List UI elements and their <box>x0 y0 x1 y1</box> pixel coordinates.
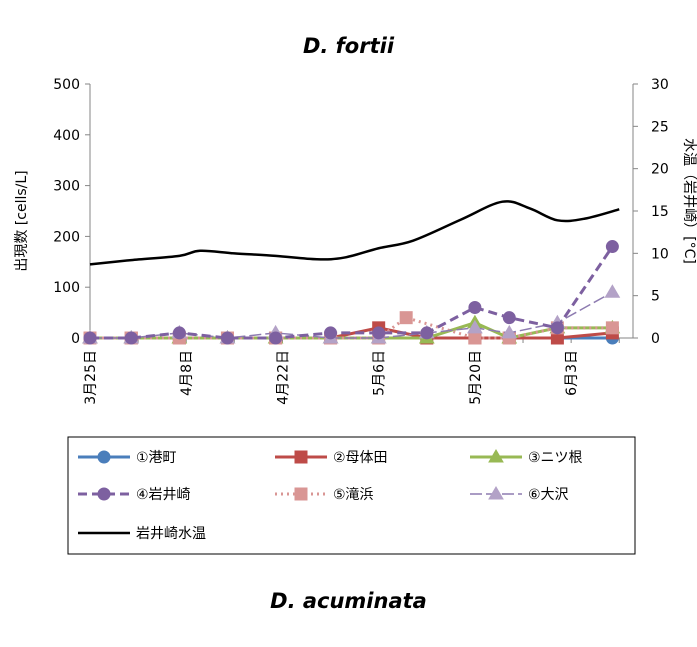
data-point <box>467 319 483 334</box>
legend-item: ⑥大沢 <box>470 486 569 503</box>
legend-label: ②母体田 <box>333 450 388 466</box>
x-tick-label: 5月6日 <box>372 350 388 396</box>
legend-label: ⑤滝浜 <box>333 487 374 503</box>
y-right-tick-label: 30 <box>651 77 669 93</box>
legend-box <box>67 436 636 555</box>
data-point <box>324 326 338 340</box>
y-right-tick-label: 0 <box>651 331 660 347</box>
y-right-tick-label: 15 <box>651 204 669 220</box>
x-tick-label: 4月8日 <box>179 350 195 396</box>
data-point <box>124 331 138 345</box>
x-tick-label: 3月25日 <box>83 350 99 405</box>
legend-item: ④岩井崎 <box>78 487 191 503</box>
data-point <box>605 240 619 254</box>
legend-label: ①港町 <box>136 450 177 466</box>
axes: 0 100 200 300 400 500 0 5 10 15 20 25 30 3月25日 4月8日 4月2… <box>14 77 697 405</box>
legend-item: ②母体田 <box>275 450 388 466</box>
x-tick-label: 6月3日 <box>564 350 580 396</box>
legend-marker <box>294 487 308 501</box>
data-point <box>399 311 413 325</box>
legend-label: ⑥大沢 <box>528 487 569 503</box>
data-point <box>468 301 482 315</box>
legend-item: ①港町 <box>78 450 177 466</box>
x-tick-label: 5月20日 <box>468 350 484 405</box>
series-line <box>90 321 613 340</box>
data-point <box>83 331 97 345</box>
y-left-tick-label: 400 <box>53 128 80 144</box>
legend-marker <box>97 450 111 464</box>
series-line <box>90 291 613 339</box>
data-point <box>501 324 518 339</box>
data-point <box>220 331 234 345</box>
y-left-tick-label: 500 <box>53 77 80 93</box>
data-point <box>372 326 386 340</box>
data-point <box>550 321 564 335</box>
series-line <box>89 200 620 266</box>
x-tick-label: 4月22日 <box>275 350 291 405</box>
y-left-tick-label: 200 <box>53 229 80 245</box>
legend-label: ④岩井崎 <box>136 487 191 503</box>
legend-marker <box>294 450 308 464</box>
y-right-tick-label: 5 <box>651 289 660 305</box>
legend-item: 岩井崎水温 <box>78 526 206 542</box>
data-point <box>269 331 283 345</box>
data-point <box>172 326 186 340</box>
y-left-tick-label: 100 <box>53 280 80 296</box>
legend-marker <box>97 487 111 501</box>
chart-title: D. fortii <box>303 34 395 58</box>
series-7 <box>89 200 620 266</box>
legend-label: 岩井崎水温 <box>136 526 206 542</box>
data-point <box>420 326 434 340</box>
legend-marker <box>488 449 504 463</box>
y-right-tick-label: 10 <box>651 246 669 262</box>
series-line <box>90 245 614 340</box>
y-axis-right-label: 水温（岩井崎）[°C] <box>681 138 697 264</box>
data-point <box>605 321 619 335</box>
y-left-tick-label: 300 <box>53 179 80 195</box>
y-left-tick-label: 0 <box>71 331 80 347</box>
legend-item: ⑤滝浜 <box>275 487 374 503</box>
legend-label: ③ニツ根 <box>528 450 583 466</box>
y-axis-left-label: 出現数 [cells/L] <box>14 170 30 271</box>
data-point <box>468 331 482 345</box>
legend-marker <box>488 486 504 500</box>
legend-item: ③ニツ根 <box>470 449 583 466</box>
y-right-tick-label: 20 <box>651 162 669 178</box>
y-right-tick-label: 25 <box>651 119 669 135</box>
data-point <box>604 284 621 298</box>
series-layer <box>82 200 621 345</box>
series-4 <box>83 240 619 345</box>
data-point <box>502 311 516 325</box>
chart-bottom-title: D. acuminata <box>270 589 427 613</box>
